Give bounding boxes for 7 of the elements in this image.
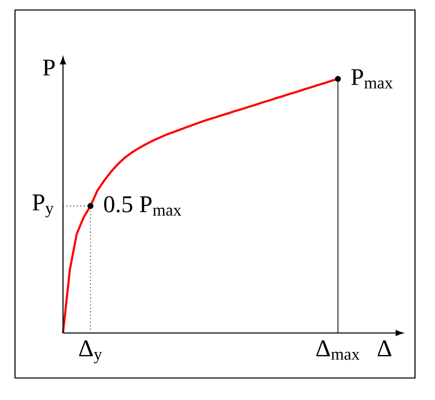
y-axis-title: P <box>42 60 55 76</box>
ref-line-label: P$_{y}$ <box>32 194 54 218</box>
x-tick-label: Δ$_{max}$ <box>316 340 360 360</box>
annotation: P$_{max}$ <box>351 69 393 89</box>
x-axis-title: Δ <box>378 340 392 356</box>
annotation: 0.5 P$_{max}$ <box>104 196 182 216</box>
x-tick-label: Δ$_{y}$ <box>79 340 102 364</box>
